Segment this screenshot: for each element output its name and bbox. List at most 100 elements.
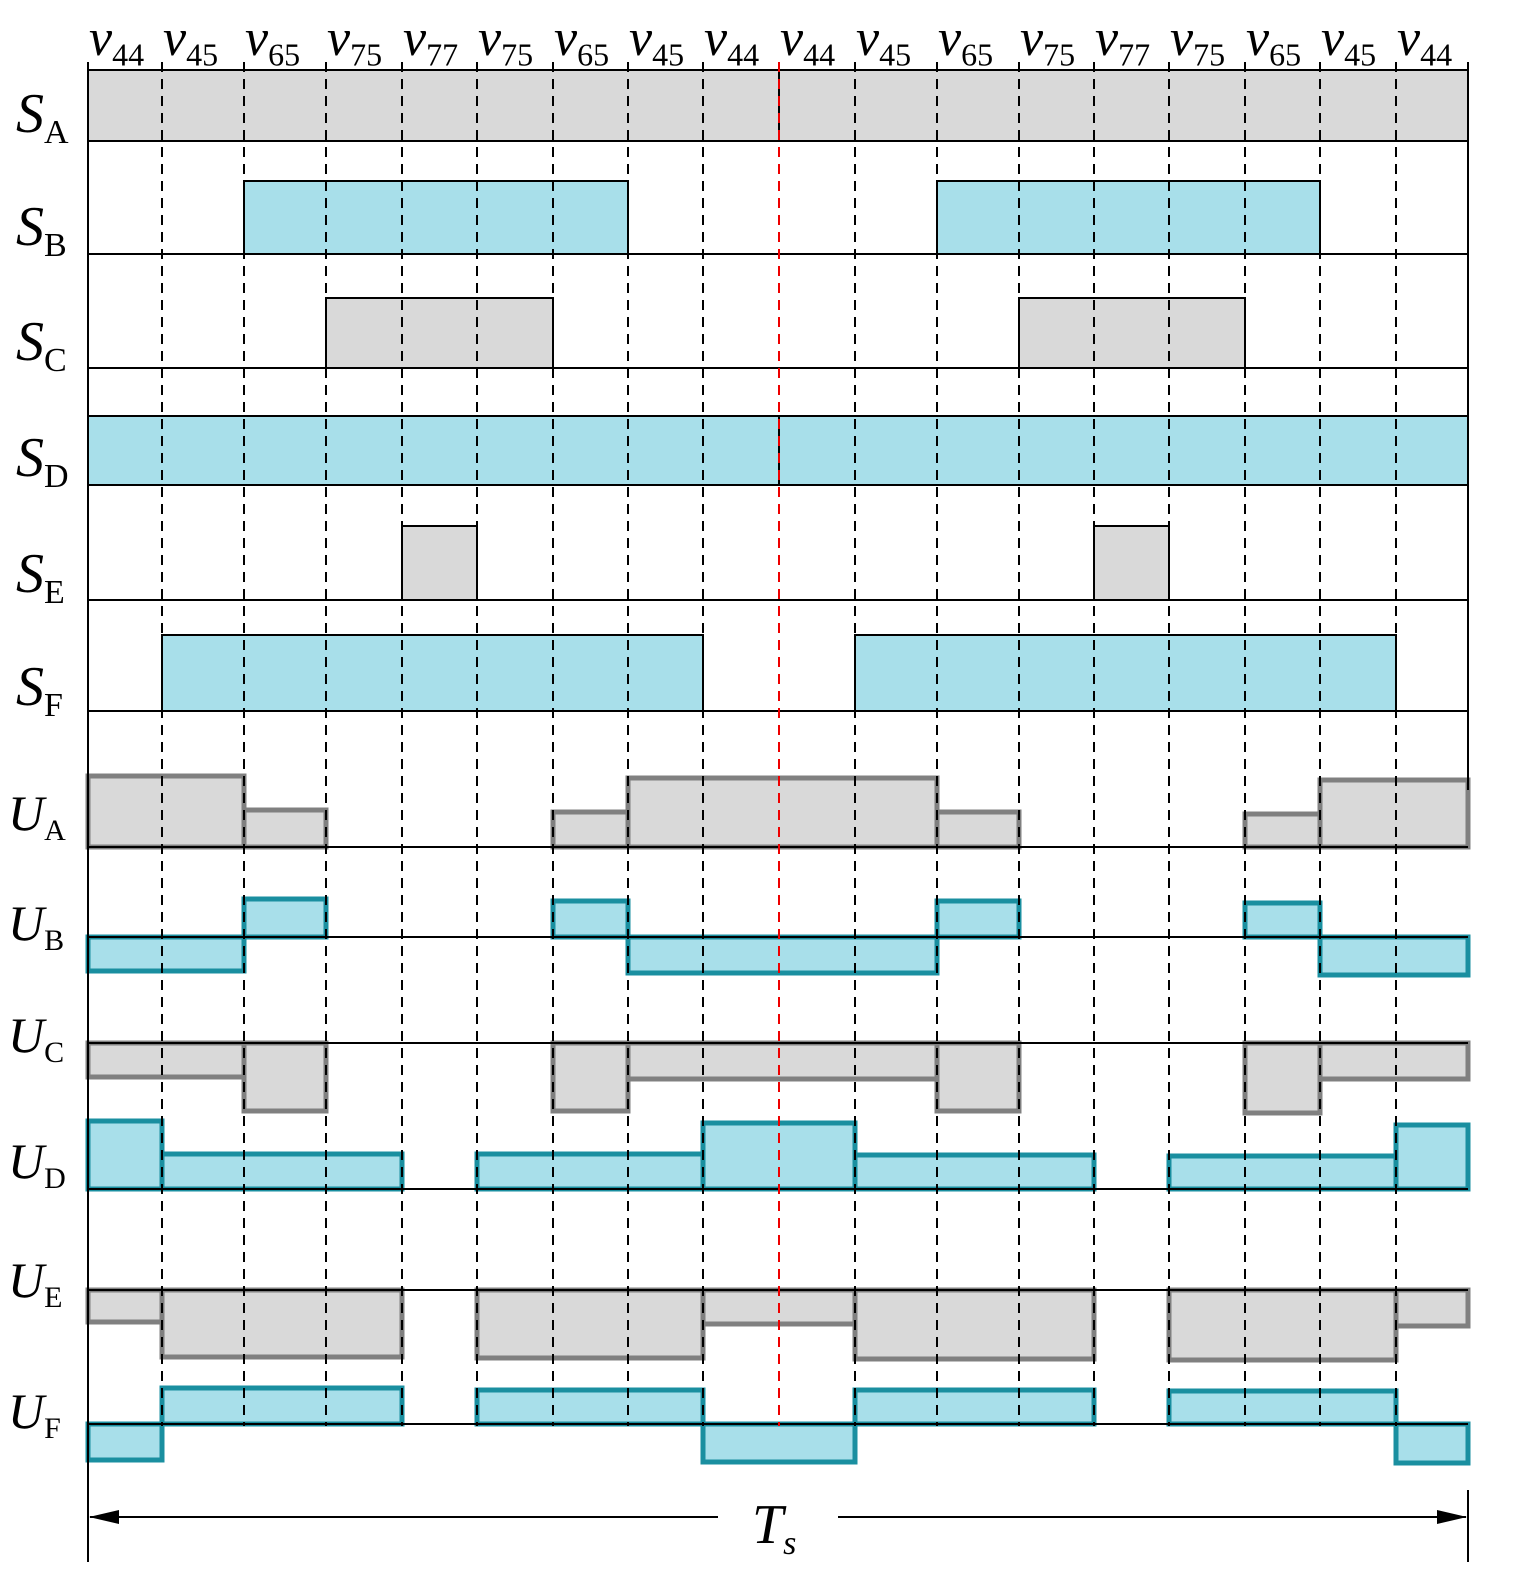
voltage-level bbox=[934, 898, 1022, 940]
switch-pulse bbox=[401, 525, 478, 601]
vector-label-symbol: v bbox=[1020, 10, 1044, 67]
switch-label-symbol: S bbox=[16, 427, 44, 489]
voltage-label: UC bbox=[8, 1007, 64, 1069]
vector-label: v44 bbox=[780, 10, 835, 72]
voltage-level bbox=[1317, 777, 1471, 850]
vector-label-subscript: 44 bbox=[803, 36, 835, 72]
vector-label-symbol: v bbox=[89, 10, 113, 67]
switch-pulse bbox=[936, 180, 1321, 255]
voltage-level bbox=[625, 775, 940, 850]
voltage-label-subscript: C bbox=[44, 1036, 64, 1069]
voltage-level bbox=[550, 809, 631, 850]
vector-label: v65 bbox=[245, 10, 300, 72]
voltage-level bbox=[852, 1287, 1097, 1362]
vector-label-symbol: v bbox=[1246, 10, 1270, 67]
voltage-label-symbol: U bbox=[8, 895, 47, 951]
switch-pulse bbox=[1018, 297, 1246, 369]
switch-pulse bbox=[161, 634, 704, 712]
vector-label-subscript: 75 bbox=[501, 36, 533, 72]
switch-pulse bbox=[243, 180, 629, 255]
vector-label-symbol: v bbox=[554, 10, 578, 67]
voltage-label: UF bbox=[8, 1383, 61, 1445]
vector-label-symbol: v bbox=[1397, 10, 1421, 67]
switch-label-subscript: E bbox=[44, 574, 65, 611]
vector-label: v77 bbox=[1095, 10, 1150, 72]
voltage-label: UA bbox=[8, 785, 66, 847]
voltage-label-symbol: U bbox=[8, 1133, 47, 1189]
period-label-symbol: T bbox=[752, 1494, 787, 1556]
vector-label: v77 bbox=[403, 10, 458, 72]
switch-label-symbol: S bbox=[16, 311, 44, 373]
vector-label-subscript: 65 bbox=[268, 36, 300, 72]
vector-label: v45 bbox=[856, 10, 911, 72]
voltage-label-subscript: A bbox=[44, 814, 66, 847]
switch-label: SD bbox=[16, 427, 69, 495]
voltage-level bbox=[85, 1287, 165, 1325]
voltage-level bbox=[474, 1287, 706, 1361]
voltage-level bbox=[1317, 1040, 1471, 1082]
voltage-label: UD bbox=[8, 1133, 66, 1195]
voltage-label: UE bbox=[8, 1252, 62, 1314]
voltage-level bbox=[1242, 811, 1323, 850]
voltage-level bbox=[934, 1040, 1022, 1114]
voltage-level bbox=[1393, 1421, 1471, 1466]
voltage-level bbox=[852, 1152, 1097, 1192]
vector-label-subscript: 65 bbox=[1269, 36, 1301, 72]
voltage-level bbox=[159, 1287, 405, 1360]
vector-label-subscript: 44 bbox=[727, 36, 759, 72]
voltage-label-symbol: U bbox=[8, 1007, 47, 1063]
vector-label-symbol: v bbox=[1095, 10, 1119, 67]
vector-label-subscript: 65 bbox=[961, 36, 993, 72]
voltage-level bbox=[85, 1118, 165, 1192]
switch-label-subscript: B bbox=[44, 227, 67, 264]
vector-label-symbol: v bbox=[938, 10, 962, 67]
vector-label-symbol: v bbox=[629, 10, 653, 67]
vector-label-subscript: 45 bbox=[652, 36, 684, 72]
vector-label-symbol: v bbox=[856, 10, 880, 67]
vector-label-subscript: 45 bbox=[879, 36, 911, 72]
vector-label-symbol: v bbox=[780, 10, 804, 67]
voltage-label-symbol: U bbox=[8, 1383, 47, 1439]
switch-label-symbol: S bbox=[16, 83, 44, 145]
vector-label-symbol: v bbox=[163, 10, 187, 67]
switch-label: SA bbox=[16, 83, 69, 151]
switch-label-symbol: S bbox=[16, 543, 44, 605]
voltage-level bbox=[85, 1421, 165, 1463]
switch-label: SF bbox=[16, 656, 63, 724]
voltage-level bbox=[85, 773, 247, 850]
voltage-level bbox=[625, 934, 940, 976]
voltage-level bbox=[1242, 900, 1323, 940]
vector-label: v75 bbox=[1170, 10, 1225, 72]
voltage-level bbox=[474, 1151, 706, 1192]
switch-pulse bbox=[854, 634, 1397, 712]
voltage-level bbox=[550, 898, 631, 940]
switch-label: SE bbox=[16, 543, 65, 611]
period-label-subscript: s bbox=[783, 1525, 796, 1562]
voltage-level bbox=[241, 1040, 329, 1114]
switch-pulse bbox=[325, 297, 554, 369]
voltage-level bbox=[1166, 1287, 1399, 1363]
voltage-level bbox=[159, 1385, 405, 1427]
voltage-label: UB bbox=[8, 895, 64, 957]
vector-label-subscript: 65 bbox=[577, 36, 609, 72]
switch-label-symbol: S bbox=[16, 196, 44, 258]
voltage-level bbox=[1393, 1122, 1471, 1192]
voltage-level bbox=[934, 809, 1022, 850]
vector-label-subscript: 75 bbox=[350, 36, 382, 72]
vector-label-subscript: 77 bbox=[1118, 36, 1150, 72]
switch-label: SB bbox=[16, 196, 67, 264]
voltage-level bbox=[159, 1151, 405, 1192]
voltage-level bbox=[474, 1387, 706, 1427]
voltage-label-subscript: B bbox=[44, 924, 64, 957]
vector-label: v65 bbox=[938, 10, 993, 72]
vector-label-subscript: 44 bbox=[1420, 36, 1452, 72]
switch-label-subscript: F bbox=[44, 687, 63, 724]
vector-label: v75 bbox=[327, 10, 382, 72]
vector-label-subscript: 77 bbox=[426, 36, 458, 72]
voltage-level bbox=[1242, 1040, 1323, 1116]
switch-label-subscript: A bbox=[44, 114, 69, 151]
vector-label-subscript: 45 bbox=[186, 36, 218, 72]
vector-label: v45 bbox=[1321, 10, 1376, 72]
vector-label: v45 bbox=[629, 10, 684, 72]
